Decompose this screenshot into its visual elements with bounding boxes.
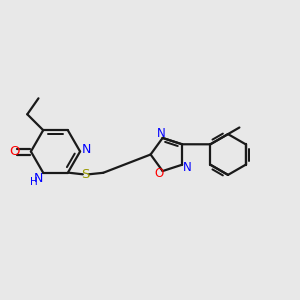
Text: N: N — [157, 127, 166, 140]
Text: O: O — [154, 167, 164, 180]
Text: N: N — [82, 142, 92, 156]
Text: H: H — [30, 177, 38, 187]
Text: O: O — [9, 145, 20, 158]
Text: N: N — [34, 172, 43, 185]
Text: N: N — [183, 161, 192, 174]
Text: S: S — [82, 168, 90, 181]
